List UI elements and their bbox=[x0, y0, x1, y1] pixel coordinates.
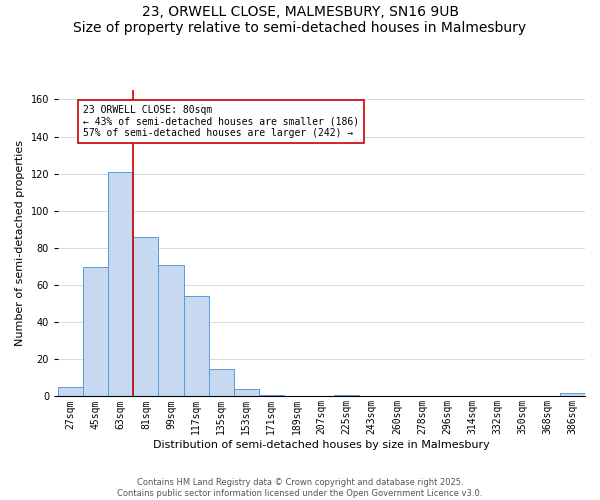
Bar bbox=[83, 266, 108, 396]
Bar bbox=[234, 389, 259, 396]
Bar bbox=[133, 237, 158, 396]
Bar bbox=[108, 172, 133, 396]
Bar bbox=[58, 387, 83, 396]
Y-axis label: Number of semi-detached properties: Number of semi-detached properties bbox=[15, 140, 25, 346]
X-axis label: Distribution of semi-detached houses by size in Malmesbury: Distribution of semi-detached houses by … bbox=[153, 440, 490, 450]
Text: 23 ORWELL CLOSE: 80sqm
← 43% of semi-detached houses are smaller (186)
57% of se: 23 ORWELL CLOSE: 80sqm ← 43% of semi-det… bbox=[83, 105, 359, 138]
Bar bbox=[334, 394, 359, 396]
Bar bbox=[209, 368, 234, 396]
Bar bbox=[184, 296, 209, 396]
Bar bbox=[259, 394, 284, 396]
Bar bbox=[158, 264, 184, 396]
Bar bbox=[560, 392, 585, 396]
Text: Contains HM Land Registry data © Crown copyright and database right 2025.
Contai: Contains HM Land Registry data © Crown c… bbox=[118, 478, 482, 498]
Text: 23, ORWELL CLOSE, MALMESBURY, SN16 9UB
Size of property relative to semi-detache: 23, ORWELL CLOSE, MALMESBURY, SN16 9UB S… bbox=[73, 5, 527, 35]
